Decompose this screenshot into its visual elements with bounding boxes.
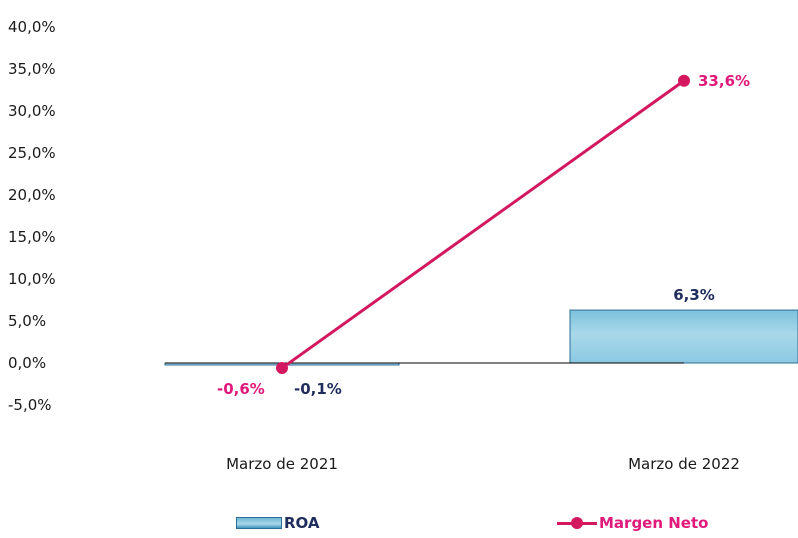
legend-label-roa: ROA (284, 514, 320, 532)
y-tick-label: 25,0% (8, 144, 56, 162)
margen-neto-line (276, 74, 690, 375)
margen-neto-data-label: -0,6% (217, 380, 265, 398)
y-tick-label: 35,0% (8, 60, 56, 78)
margen-neto-point (678, 74, 690, 87)
chart: 40,0% 35,0% 30,0% 25,0% 20,0% 15,0% 10,0% 5,0% 0… (8, 18, 798, 473)
margen-neto-data-label: 33,6% (698, 72, 750, 90)
margen-neto-point (276, 362, 288, 375)
y-tick-label: 0,0% (8, 354, 46, 372)
y-tick-label: -5,0% (8, 396, 52, 414)
roa-data-label: 6,3% (673, 286, 715, 304)
y-tick-label: 20,0% (8, 186, 56, 204)
roa-swatch-icon (236, 517, 282, 529)
y-tick-label: 15,0% (8, 228, 56, 246)
data-labels: -0,1% 6,3% -0,6% 33,6% (217, 72, 750, 398)
x-category-label: Marzo de 2021 (226, 455, 338, 473)
margen-neto-series-line (281, 79, 685, 370)
legend-item-roa: ROA (236, 512, 320, 534)
roa-data-label: -0,1% (294, 380, 342, 398)
legend-label-margen-neto: Margen Neto (599, 514, 709, 532)
legend-item-margen-neto: Margen Neto (557, 512, 708, 534)
x-category-label: Marzo de 2022 (628, 455, 740, 473)
y-axis: 40,0% 35,0% 30,0% 25,0% 20,0% 15,0% 10,0% 5,0% 0… (8, 18, 56, 414)
x-axis-categories: Marzo de 2021 Marzo de 2022 (226, 455, 740, 473)
y-tick-label: 10,0% (8, 270, 56, 288)
y-tick-label: 5,0% (8, 312, 46, 330)
y-tick-label: 30,0% (8, 102, 56, 120)
roa-bars (164, 309, 798, 366)
margen-neto-swatch-icon (557, 516, 597, 530)
roa-bar (569, 309, 798, 364)
y-tick-label: 40,0% (8, 18, 56, 36)
